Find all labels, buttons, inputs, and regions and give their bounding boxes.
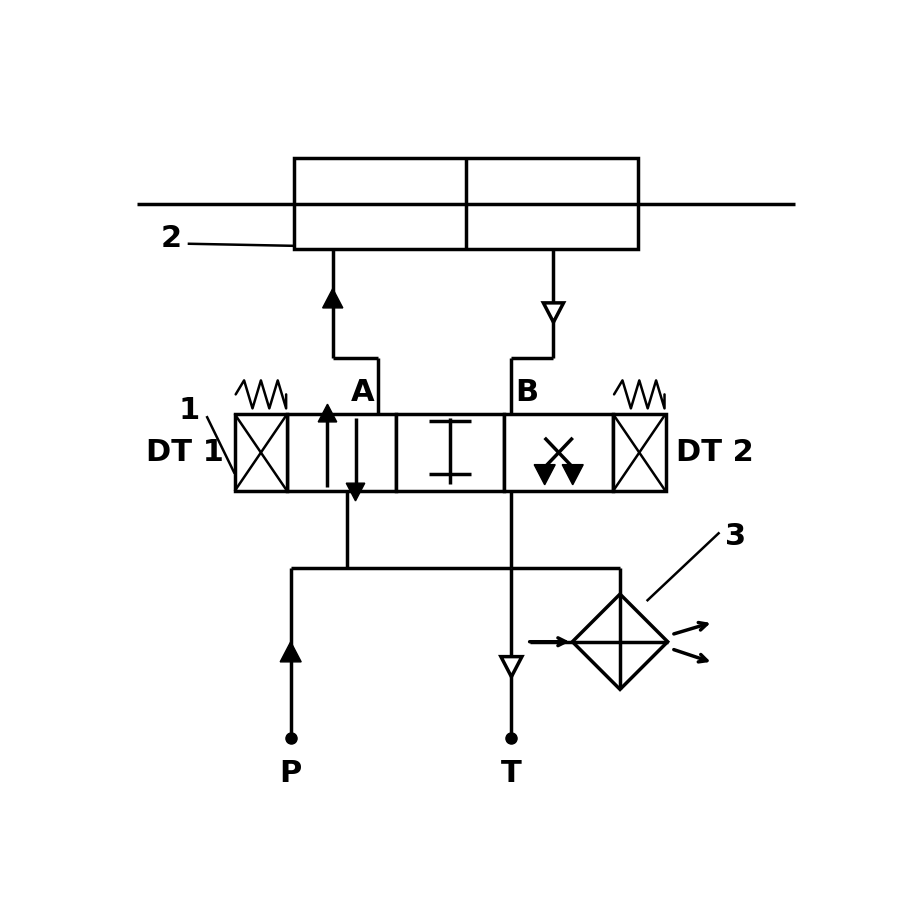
Text: A: A xyxy=(351,378,375,407)
Polygon shape xyxy=(562,465,584,485)
Text: DT 2: DT 2 xyxy=(676,438,754,467)
Bar xyxy=(235,414,287,491)
Polygon shape xyxy=(534,465,555,485)
Bar xyxy=(287,414,395,491)
Bar xyxy=(395,414,504,491)
Polygon shape xyxy=(573,594,668,690)
Polygon shape xyxy=(544,303,564,322)
Text: T: T xyxy=(501,760,522,788)
Polygon shape xyxy=(346,483,365,501)
Bar xyxy=(504,414,613,491)
Polygon shape xyxy=(501,657,522,677)
Text: 2: 2 xyxy=(161,225,182,253)
Text: 3: 3 xyxy=(725,522,746,551)
Text: DT 1: DT 1 xyxy=(146,438,225,467)
Polygon shape xyxy=(280,642,301,662)
Polygon shape xyxy=(323,288,343,308)
Text: B: B xyxy=(514,378,538,407)
Bar xyxy=(295,158,637,249)
Polygon shape xyxy=(318,404,336,422)
Bar xyxy=(613,414,665,491)
Text: 1: 1 xyxy=(178,396,200,425)
Text: P: P xyxy=(280,760,302,788)
